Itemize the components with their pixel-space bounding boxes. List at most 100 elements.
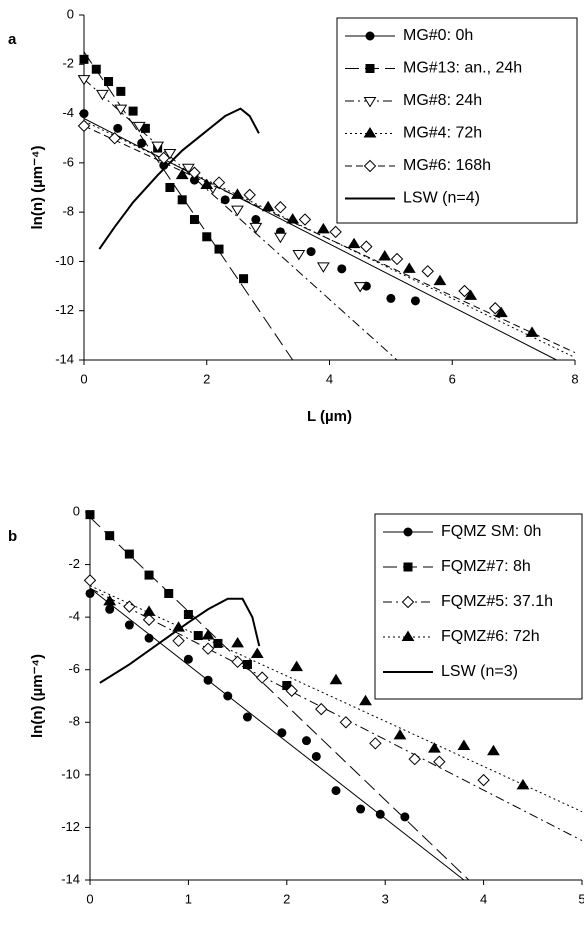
x-tick-label: 1	[185, 891, 192, 906]
marker	[403, 527, 413, 537]
marker	[128, 106, 138, 116]
y-axis-label: ln(n) (µm⁻⁴)	[29, 654, 46, 738]
legend-label: LSW (n=3)	[441, 663, 518, 680]
curve	[98, 107, 260, 250]
marker	[347, 237, 361, 249]
x-tick-label: 8	[571, 371, 578, 386]
marker	[369, 737, 382, 750]
marker	[193, 631, 203, 641]
marker	[157, 151, 170, 165]
marker	[83, 574, 97, 587]
marker	[164, 588, 174, 598]
marker	[175, 168, 189, 180]
marker	[163, 149, 177, 160]
legend-box	[336, 17, 578, 224]
marker	[85, 510, 95, 520]
marker	[223, 691, 233, 701]
marker	[103, 594, 117, 606]
marker	[458, 284, 471, 298]
marker	[457, 739, 471, 750]
marker	[91, 64, 101, 74]
marker	[329, 225, 342, 239]
y-tick-label: -2	[62, 56, 74, 71]
marker	[96, 89, 109, 101]
marker	[183, 654, 193, 664]
marker	[214, 244, 224, 254]
marker	[188, 166, 201, 179]
marker	[231, 636, 244, 648]
marker	[393, 728, 407, 740]
y-tick-label: -8	[62, 204, 74, 219]
marker	[79, 109, 89, 119]
x-tick-label: 5	[578, 891, 584, 906]
marker	[292, 250, 306, 261]
marker	[124, 549, 134, 559]
marker	[116, 86, 126, 96]
marker	[231, 655, 244, 669]
marker	[124, 620, 134, 630]
marker	[203, 675, 213, 685]
marker	[201, 642, 215, 655]
marker	[363, 127, 377, 138]
marker	[464, 289, 478, 300]
marker	[251, 215, 261, 225]
marker	[132, 121, 146, 133]
marker	[231, 188, 244, 199]
marker	[239, 274, 249, 284]
marker	[144, 570, 154, 580]
marker	[165, 183, 175, 192]
marker	[77, 75, 91, 86]
marker	[390, 252, 404, 266]
marker	[421, 265, 434, 278]
x-tick-label: 2	[203, 371, 210, 386]
marker	[77, 119, 91, 133]
marker	[85, 588, 95, 598]
marker	[359, 694, 372, 706]
marker	[494, 306, 508, 318]
marker	[402, 262, 416, 273]
x-tick-label: 0	[80, 371, 87, 386]
y-tick-label: -4	[62, 105, 74, 120]
legend-label: FQMZ#7: 8h	[441, 558, 531, 575]
legend-label: LSW (n=4)	[403, 190, 480, 207]
marker	[250, 647, 264, 658]
marker	[401, 595, 415, 609]
marker	[183, 610, 193, 620]
panel-label: a	[8, 31, 17, 48]
marker	[105, 604, 115, 614]
marker	[489, 302, 502, 315]
legend-label: MG#0: 0h	[403, 27, 473, 44]
y-tick-label: -6	[62, 154, 74, 169]
marker	[290, 660, 304, 672]
marker	[114, 104, 128, 116]
legend-label: MG#8: 24h	[403, 92, 482, 109]
y-tick-label: 0	[67, 6, 74, 21]
marker	[105, 531, 115, 541]
marker	[316, 262, 330, 273]
marker	[123, 600, 136, 613]
x-tick-label: 4	[480, 891, 487, 906]
marker	[315, 702, 328, 716]
marker	[400, 812, 410, 822]
marker	[301, 736, 311, 746]
marker	[363, 159, 377, 173]
x-tick-label: 0	[86, 891, 93, 906]
x-tick-label: 6	[449, 371, 456, 386]
marker	[329, 673, 343, 685]
marker	[277, 728, 287, 738]
y-tick-label: -4	[68, 609, 80, 624]
y-tick-label: -8	[68, 714, 80, 729]
marker	[113, 123, 123, 133]
marker	[202, 232, 212, 242]
marker	[242, 712, 252, 722]
marker	[378, 250, 392, 261]
marker	[433, 274, 447, 286]
fit-line	[89, 587, 583, 842]
marker	[487, 744, 500, 756]
marker	[331, 786, 341, 796]
marker	[363, 97, 377, 108]
marker	[401, 630, 415, 641]
legend: FQMZ SM: 0h FQMZ#7: 8h FQMZ#5: 37.1h FQMZ#6…	[374, 513, 583, 700]
y-tick-label: -10	[61, 766, 80, 781]
